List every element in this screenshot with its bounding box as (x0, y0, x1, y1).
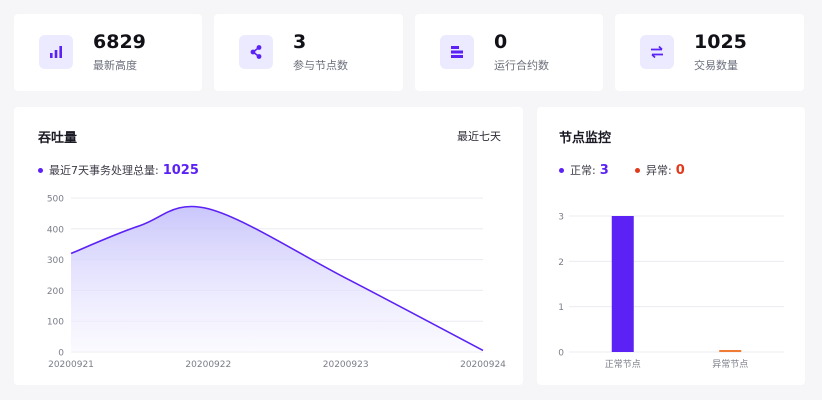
y-tick-label: 0 (558, 349, 564, 359)
y-tick-label: 0 (58, 349, 64, 359)
bar-abnormal (719, 350, 742, 352)
contract-count-label: 运行合约数 (494, 59, 549, 72)
normal-value: 3 (599, 162, 609, 178)
throughput-legend: 最近7天事务处理总量: 1025 (38, 162, 199, 178)
contract-count-value: 0 (494, 31, 508, 53)
area-fill (71, 206, 483, 352)
y-tick-label: 300 (47, 256, 64, 266)
bar-chart-icon (39, 35, 73, 69)
throughput-legend-label: 最近7天事务处理总量: (49, 164, 159, 177)
y-tick-label: 500 (47, 195, 64, 205)
swap-arrows-icon (640, 35, 674, 69)
transaction-count-value: 1025 (694, 31, 747, 53)
bar-normal (611, 216, 634, 352)
y-tick-label: 1 (558, 303, 564, 313)
abnormal-dot (635, 167, 640, 173)
stat-card-nodes: 3 参与节点数 (214, 14, 403, 91)
stat-card-height: 6829 最新高度 (14, 14, 202, 91)
abnormal-value: 0 (675, 162, 685, 178)
node-monitor-panel: 节点监控 正常: 3 异常: 0 0 1 2 3 正常节点 异常节点 (537, 107, 805, 385)
stat-card-contracts: 0 运行合约数 (415, 14, 603, 91)
x-tick-label: 20200924 (460, 360, 506, 370)
node-legend-normal: 正常: 3 (559, 162, 609, 178)
y-tick-label: 100 (47, 318, 64, 328)
normal-label: 正常: (570, 164, 596, 177)
y-tick-label: 3 (558, 213, 564, 223)
throughput-title: 吞吐量 (38, 131, 78, 146)
x-tick-label: 异常节点 (712, 358, 748, 370)
normal-dot (559, 167, 564, 173)
x-tick-label: 20200921 (48, 360, 94, 370)
abnormal-label: 异常: (646, 164, 672, 177)
y-tick-label: 2 (558, 258, 564, 268)
series-line (70, 205, 484, 352)
latest-height-value: 6829 (93, 31, 146, 53)
x-tick-label: 正常节点 (605, 358, 641, 370)
stat-card-transactions: 1025 交易数量 (615, 14, 804, 91)
y-tick-label: 400 (47, 225, 64, 235)
stack-bars-icon (440, 35, 474, 69)
transaction-count-label: 交易数量 (694, 59, 738, 72)
node-count-label: 参与节点数 (293, 59, 348, 72)
x-tick-label: 20200923 (323, 360, 369, 370)
y-tick-label: 200 (47, 287, 64, 297)
throughput-chart: 0 100 200 300 400 500 20200921 20200922 20200923… (47, 195, 506, 371)
throughput-panel: 吞吐量 最近七天 最近7天事务处理总量: 1025 0 100 200 300 400 5… (14, 107, 523, 385)
node-bar-chart: 0 1 2 3 正常节点 异常节点 (558, 213, 784, 370)
latest-height-label: 最新高度 (93, 59, 137, 72)
node-monitor-title: 节点监控 (559, 131, 612, 146)
range-selector[interactable]: 最近七天 (457, 130, 501, 143)
node-count-value: 3 (293, 31, 307, 53)
share-nodes-icon (239, 35, 273, 69)
node-legend-abnormal: 异常: 0 (635, 162, 685, 178)
legend-dot (38, 167, 43, 173)
x-tick-label: 20200922 (185, 360, 231, 370)
throughput-legend-value: 1025 (162, 162, 199, 178)
